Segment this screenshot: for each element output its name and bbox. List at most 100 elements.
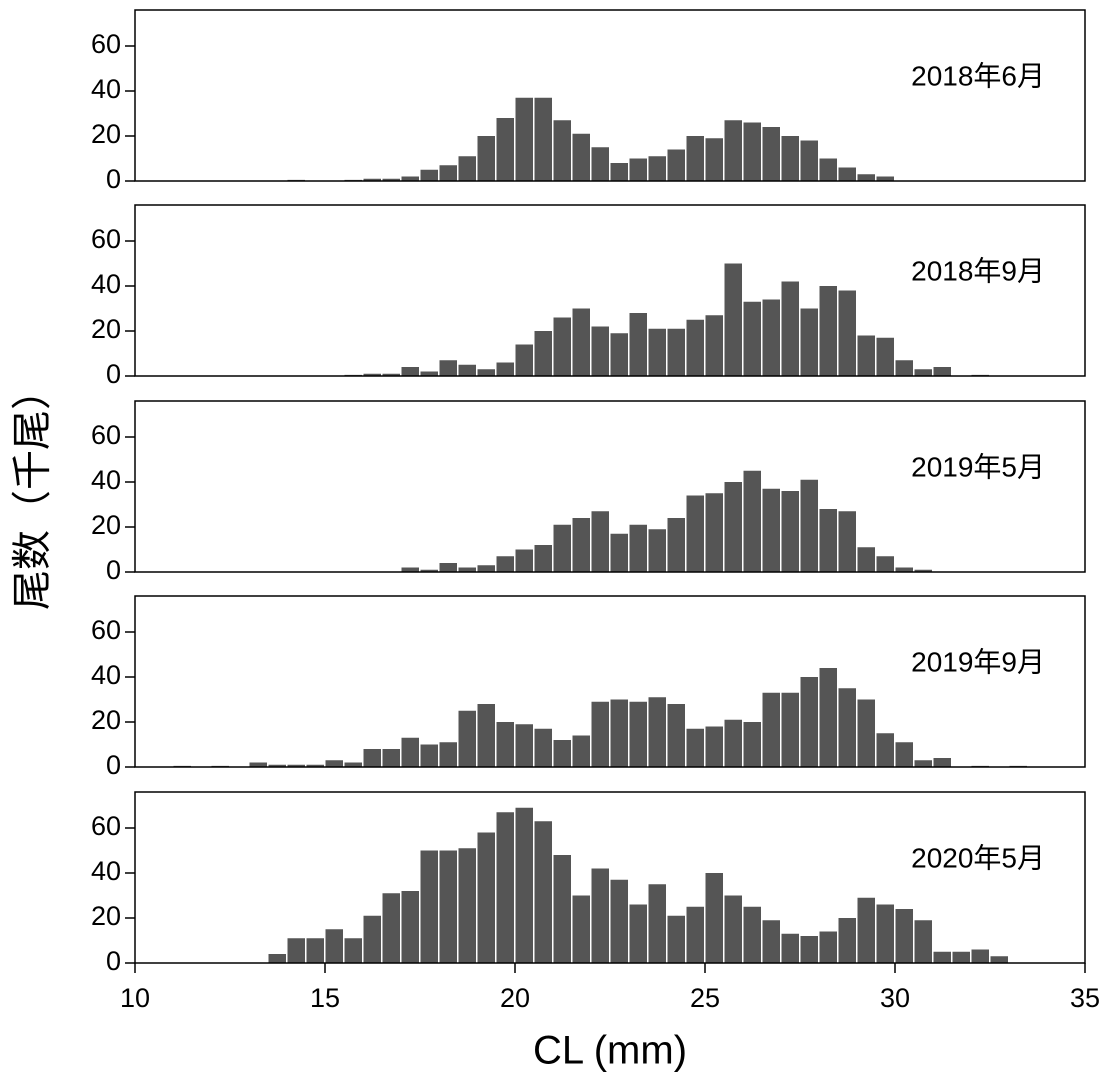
bar (762, 127, 780, 181)
y-tick-label: 20 (91, 510, 121, 540)
bar (762, 488, 780, 572)
bar (667, 149, 685, 181)
bar (819, 158, 837, 181)
bar (572, 895, 590, 963)
bar (743, 722, 761, 767)
bar (610, 333, 628, 376)
y-tick-label: 20 (91, 314, 121, 344)
bar (933, 367, 951, 376)
bar (477, 136, 495, 181)
bar (610, 163, 628, 181)
bar (781, 933, 799, 963)
bar (572, 518, 590, 572)
bar (819, 286, 837, 376)
y-tick-label: 0 (106, 164, 121, 194)
bar (553, 120, 571, 181)
bar (838, 918, 856, 963)
y-tick-label: 40 (91, 660, 121, 690)
bar (667, 328, 685, 376)
y-tick-label: 0 (106, 946, 121, 976)
bar (800, 936, 818, 963)
bar (534, 545, 552, 572)
bar (401, 891, 419, 963)
bar (382, 893, 400, 963)
bar (990, 956, 1008, 963)
bar (268, 954, 286, 963)
bar (363, 178, 381, 181)
bar (895, 909, 913, 963)
x-tick-label: 35 (1070, 983, 1100, 1013)
bar (496, 812, 514, 963)
y-axis-label: 尾数（千尾） (11, 370, 55, 610)
bar (591, 147, 609, 181)
bar (420, 850, 438, 963)
y-tick-label: 60 (91, 29, 121, 59)
bar (895, 360, 913, 376)
bar (800, 677, 818, 767)
plot-frame (134, 791, 1086, 964)
bar (648, 529, 666, 572)
bar (306, 764, 324, 767)
y-tick-label: 60 (91, 615, 121, 645)
bar (648, 328, 666, 376)
bar (648, 884, 666, 963)
bar (325, 760, 343, 767)
bar (781, 491, 799, 572)
plot-frame (134, 595, 1086, 768)
bar (800, 140, 818, 181)
bar (781, 692, 799, 767)
bar (439, 563, 457, 572)
bar (344, 938, 362, 963)
bar (363, 373, 381, 376)
plot-frame (134, 400, 1086, 573)
bar (667, 518, 685, 572)
bar (496, 118, 514, 181)
bar (553, 740, 571, 767)
x-tick-label: 10 (120, 983, 150, 1013)
bar (458, 156, 476, 181)
panel-label: 2019年9月 (911, 646, 1045, 677)
bar (420, 744, 438, 767)
bar (401, 367, 419, 376)
bar (743, 301, 761, 376)
bar (895, 567, 913, 572)
bar (363, 915, 381, 963)
bar (553, 524, 571, 572)
x-axis-label: CL (mm) (533, 1029, 687, 1073)
bar (876, 337, 894, 376)
bar (401, 737, 419, 767)
bar (724, 263, 742, 376)
bar (458, 364, 476, 376)
bar (629, 701, 647, 767)
bar (724, 482, 742, 572)
bar (743, 470, 761, 572)
bar (838, 511, 856, 572)
bar (914, 760, 932, 767)
y-tick-label: 0 (106, 750, 121, 780)
bar (572, 308, 590, 376)
y-tick-label: 20 (91, 119, 121, 149)
plot-frame (134, 9, 1086, 182)
bar (458, 567, 476, 572)
bar (439, 850, 457, 963)
bar (534, 97, 552, 181)
bar (762, 299, 780, 376)
x-tick-label: 20 (500, 983, 530, 1013)
bar (496, 556, 514, 572)
bar (648, 697, 666, 767)
bar (686, 495, 704, 572)
bar (553, 855, 571, 963)
bar (705, 726, 723, 767)
bar (686, 136, 704, 181)
bar (515, 344, 533, 376)
bar (800, 308, 818, 376)
y-tick-label: 60 (91, 420, 121, 450)
y-tick-label: 40 (91, 74, 121, 104)
bar (857, 897, 875, 963)
bar (572, 735, 590, 767)
bar (515, 807, 533, 963)
bar (287, 764, 305, 767)
bar (268, 764, 286, 767)
bar (382, 749, 400, 767)
bar (534, 728, 552, 767)
